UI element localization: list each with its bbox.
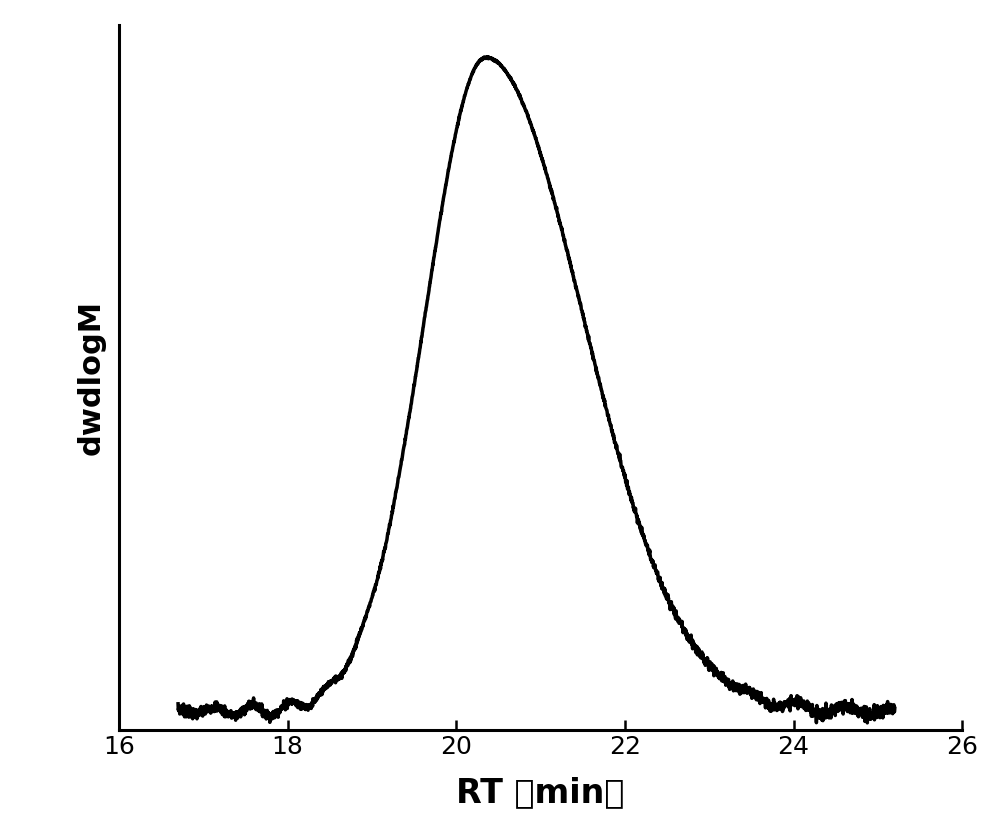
Y-axis label: dwdlogM: dwdlogM xyxy=(76,300,105,455)
X-axis label: RT （min）: RT （min） xyxy=(456,776,625,809)
